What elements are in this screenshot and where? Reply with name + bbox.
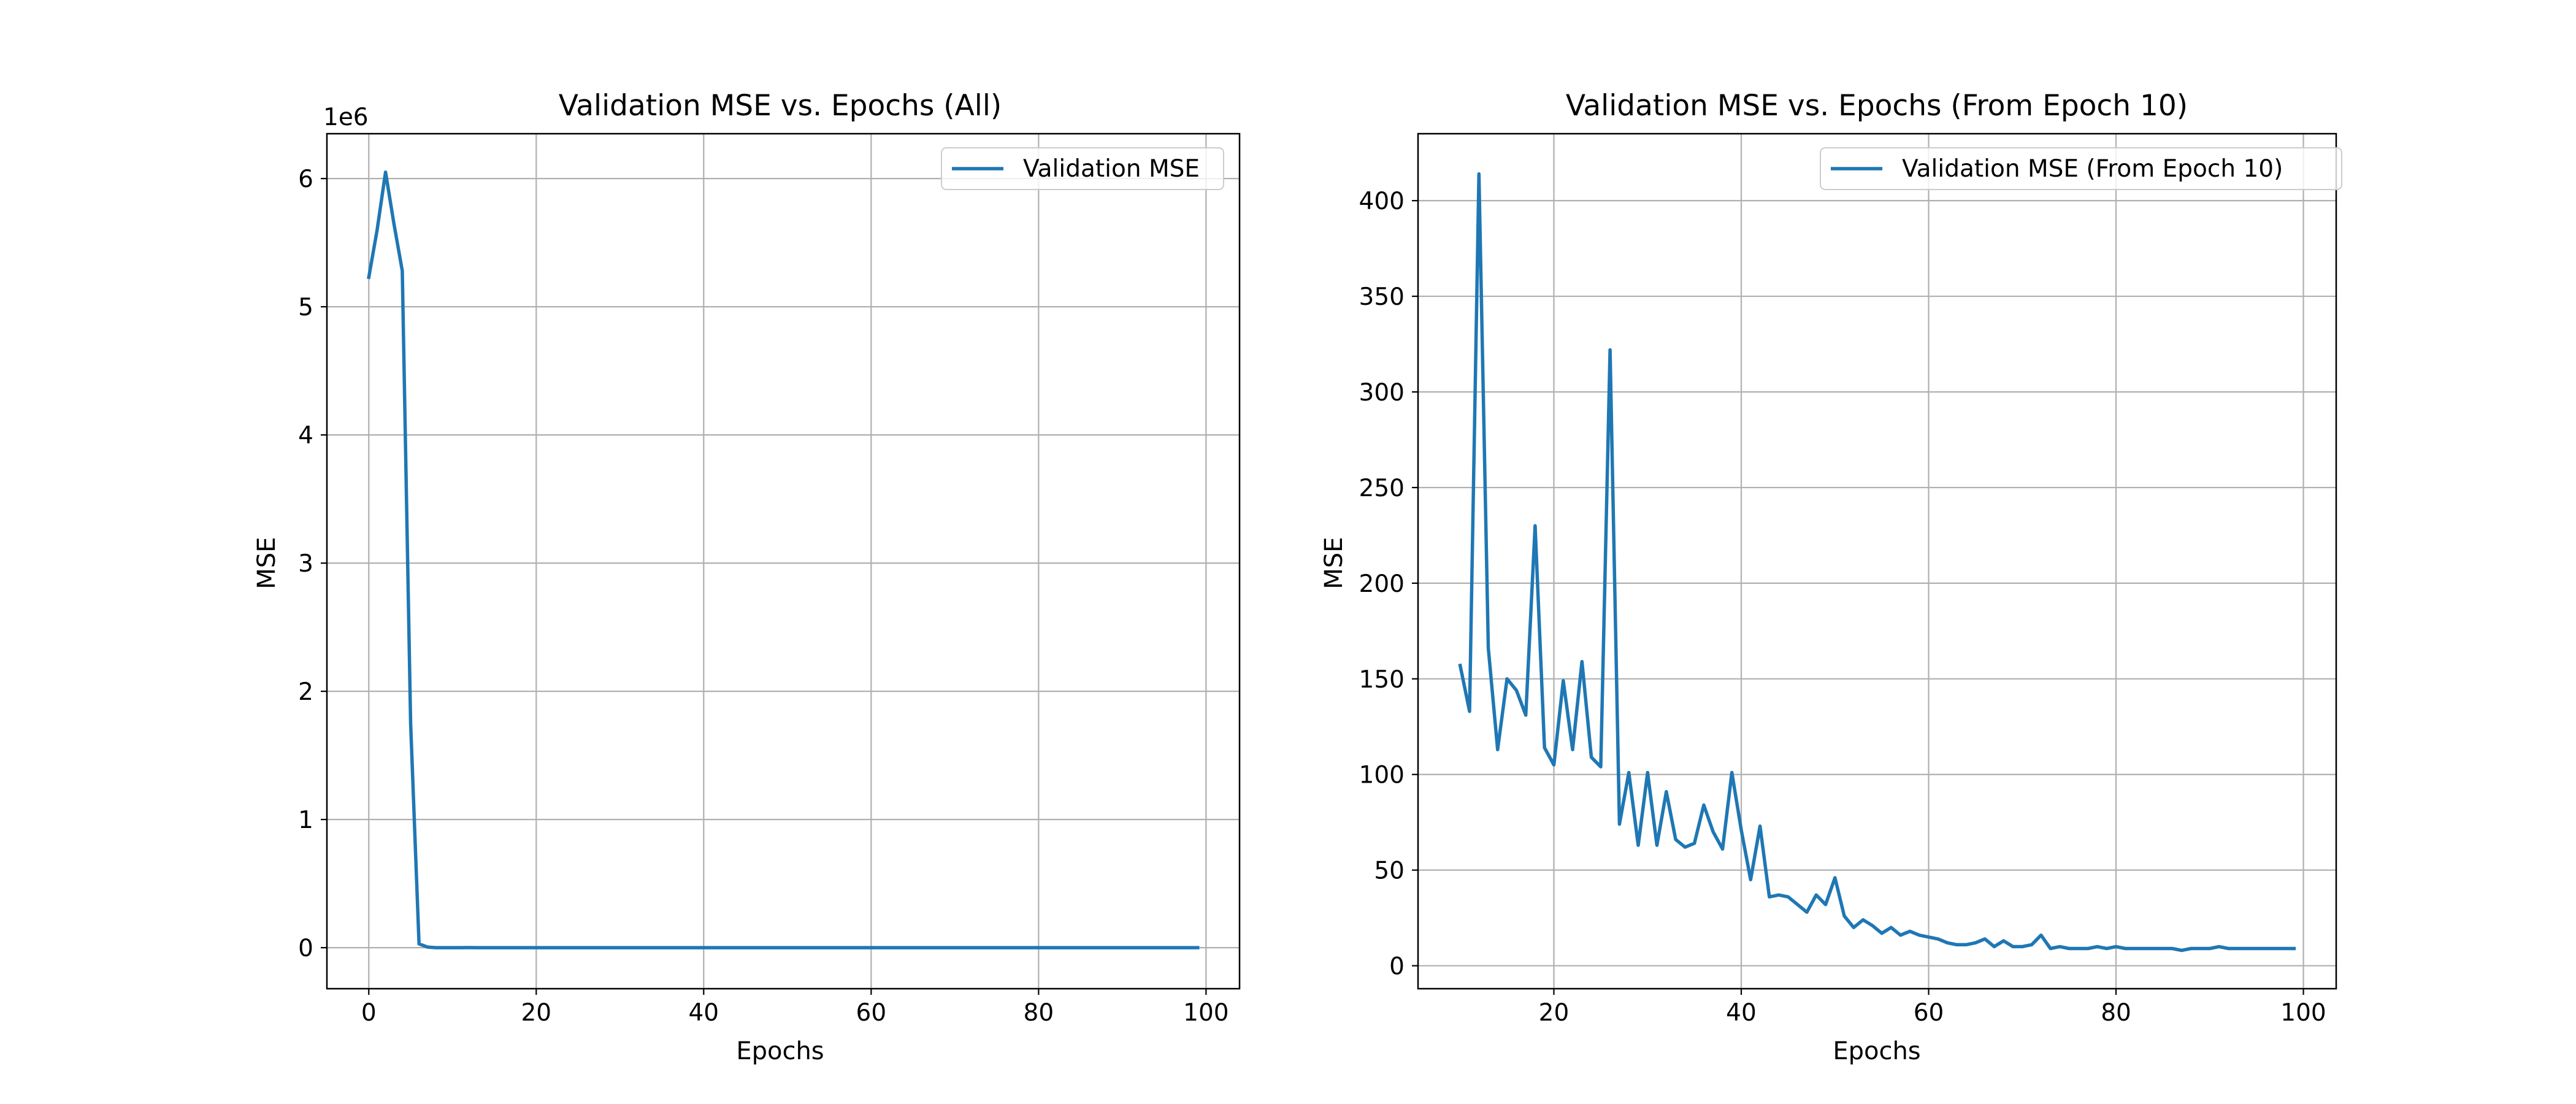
y-tick-label: 0 [1389, 953, 1405, 981]
y-tick-label: 0 [298, 935, 313, 962]
x-tick-label: 80 [1024, 999, 1054, 1027]
x-tick-label: 60 [1914, 999, 1944, 1027]
x-tick-label: 60 [856, 999, 887, 1027]
x-axis-label: Epochs [736, 1037, 824, 1065]
y-tick-label: 350 [1359, 283, 1405, 311]
x-tick-label: 40 [1726, 999, 1757, 1027]
x-tick-label: 20 [521, 999, 551, 1027]
series-line [1458, 172, 2296, 953]
y-axis-offset-label: 1e6 [323, 104, 369, 131]
legend-box [1820, 147, 2342, 190]
chart-title: Validation MSE vs. Epochs (From Epoch 10… [1566, 89, 2188, 123]
x-tick-label: 20 [1539, 999, 1570, 1027]
x-tick-label: 100 [1183, 999, 1229, 1027]
plot-frame [1417, 132, 2337, 990]
y-axis-label: MSE [253, 537, 281, 589]
y-tick-label: 150 [1359, 666, 1405, 694]
legend-label: Validation MSE [1023, 155, 1200, 183]
y-axis-label: MSE [1320, 537, 1348, 589]
x-tick-label: 80 [2101, 999, 2131, 1027]
chart-from-epoch-10: Validation MSE vs. Epochs (From Epoch 10… [1320, 89, 2342, 1065]
series-layer [367, 170, 1200, 949]
chart-all-epochs: Validation MSE vs. Epochs (All) 1e6 0 20 4… [253, 89, 1241, 1065]
y-tick-label: 2 [298, 678, 313, 706]
series-line [367, 170, 1200, 949]
y-tick-label: 1 [298, 807, 313, 834]
series-layer [1458, 172, 2296, 953]
ticks: 0 20 40 60 80 100 0 1 2 3 4 5 6 [298, 166, 1229, 1027]
x-tick-label: 100 [2280, 999, 2326, 1027]
x-axis-label: Epochs [1833, 1037, 1920, 1065]
y-tick-label: 5 [298, 294, 313, 321]
grid [1418, 134, 2336, 989]
y-tick-label: 200 [1359, 570, 1405, 598]
y-tick-label: 250 [1359, 475, 1405, 502]
plot-frame [326, 132, 1241, 990]
legend-box [941, 147, 1224, 190]
ticks: 20 40 60 80 100 0 50 100 150 200 250 300 350 400 [1359, 188, 2326, 1027]
y-tick-label: 400 [1359, 188, 1405, 215]
y-tick-label: 4 [298, 422, 313, 450]
x-tick-label: 40 [688, 999, 719, 1027]
chart-title: Validation MSE vs. Epochs (All) [559, 89, 1002, 123]
legend: Validation MSE (From Epoch 10) [1820, 147, 2342, 190]
legend: Validation MSE [941, 147, 1224, 190]
y-tick-label: 100 [1359, 762, 1405, 789]
x-tick-label: 0 [361, 999, 377, 1027]
legend-label: Validation MSE (From Epoch 10) [1902, 155, 2283, 183]
y-tick-label: 6 [298, 166, 313, 193]
y-tick-label: 3 [298, 550, 313, 578]
y-tick-label: 50 [1374, 857, 1405, 885]
y-tick-label: 300 [1359, 379, 1405, 407]
